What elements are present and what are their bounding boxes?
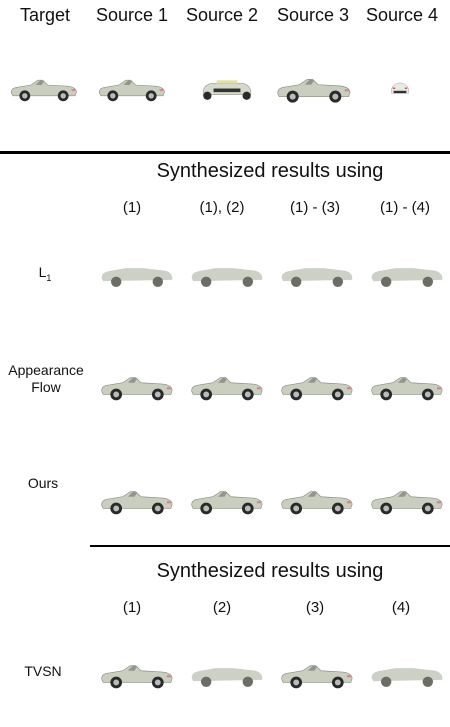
car-image-appearance-flow-1 (98, 368, 176, 404)
section-divider-bottom (90, 545, 450, 547)
car-image-ours-4 (368, 482, 446, 518)
car-image-source-2 (196, 68, 258, 108)
car-image-l1-1 (98, 256, 176, 292)
section1-title: Synthesized results using (156, 160, 384, 182)
section2-column-1: (1) (122, 599, 142, 616)
section2-column-4: (4) (391, 599, 411, 616)
header-source-4: Source 4 (365, 5, 439, 25)
car-image-target (8, 70, 80, 106)
section1-column-3: (1) - (3) (290, 199, 340, 216)
car-image-source-3 (274, 70, 354, 106)
section1-column-2: (1), (2) (199, 199, 245, 216)
car-image-tvsn-3 (278, 656, 356, 692)
section1-column-4: (1) - (4) (380, 199, 430, 216)
header-source-2: Source 2 (185, 5, 259, 25)
car-image-ours-1 (98, 482, 176, 518)
car-image-l1-3 (278, 256, 356, 292)
header-target: Target (19, 5, 71, 25)
section1-column-1: (1) (122, 199, 142, 216)
car-image-ours-3 (278, 482, 356, 518)
section-divider-top (0, 151, 450, 154)
car-image-tvsn-4 (368, 656, 446, 692)
car-image-l1-4 (368, 256, 446, 292)
car-image-appearance-flow-2 (188, 368, 266, 404)
section2-column-2: (2) (212, 599, 232, 616)
car-image-l1-2 (188, 256, 266, 292)
section2-title: Synthesized results using (156, 560, 384, 582)
row-label-appearance-flow: Appearance Flow (8, 362, 84, 395)
car-image-source-1 (96, 70, 168, 106)
row-label-ours: Ours (27, 475, 59, 491)
section2-column-3: (3) (305, 599, 325, 616)
header-source-1: Source 1 (95, 5, 169, 25)
car-image-tvsn-1 (98, 656, 176, 692)
row-label-l1: L1 (38, 264, 52, 283)
header-source-3: Source 3 (276, 5, 350, 25)
car-image-appearance-flow-3 (278, 368, 356, 404)
car-image-tvsn-2 (188, 656, 266, 692)
car-image-ours-2 (188, 482, 266, 518)
row-label-tvsn: TVSN (24, 663, 62, 679)
car-image-appearance-flow-4 (368, 368, 446, 404)
car-image-source-4 (376, 68, 424, 108)
